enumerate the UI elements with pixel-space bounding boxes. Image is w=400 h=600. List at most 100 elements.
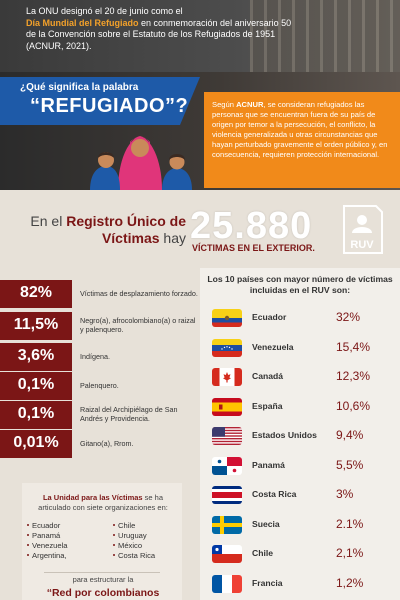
registry-post: hay [163, 230, 186, 246]
stat-row: 82% Víctimas de desplazamiento forzado. [0, 280, 200, 308]
org-country: Venezuela [26, 541, 68, 550]
stat-desc: Raizal del Archipiélago de San Andrés y … [80, 405, 178, 423]
definition-box: Según ACNUR, se consideran refugiados la… [204, 92, 400, 188]
country-name: Venezuela [252, 342, 294, 352]
countries-title: Los 10 países con mayor número de víctim… [207, 274, 393, 295]
registry-pre: En el [30, 213, 67, 229]
stat-box [0, 312, 72, 340]
registry-label: En el Registro Único de Víctimas hay [26, 213, 186, 247]
country-row: Francia 1,2% [200, 572, 400, 596]
country-row: Suecia 2.1% [200, 513, 400, 537]
stat-box [0, 343, 72, 371]
stat-row: 3,6% Indígena. [0, 343, 200, 371]
country-row: España 10,6% [200, 395, 400, 419]
intro-line2: en conmemoración del aniversario 50 de l… [26, 17, 292, 51]
country-pct: 2.1% [336, 517, 364, 531]
registry-bold: Registro Único de Víctimas [66, 213, 186, 246]
stat-box [0, 372, 72, 400]
ruv-label: RUV [350, 239, 374, 251]
definition-lead: Según [212, 100, 237, 109]
org-country: Uruguay [113, 531, 147, 540]
stat-pct: 3,6% [17, 347, 55, 364]
country-name: España [252, 401, 283, 411]
intro-text: La ONU designó el 20 de junio como el Dí… [26, 6, 296, 52]
definition-text: Según ACNUR, se consideran refugiados la… [212, 100, 396, 160]
stat-row: 0,1% Palenquero. [0, 372, 200, 400]
registry-number: 25.880 [190, 205, 313, 247]
country-row: Estados Unidos 9,4% [200, 424, 400, 448]
intro-line1: La ONU designó el 20 de junio como el [26, 6, 183, 16]
stat-pct: 0,01% [13, 434, 59, 451]
spain-flag-icon [212, 398, 242, 416]
country-pct: 10,6% [336, 399, 371, 413]
country-row: Canadá 12,3% [200, 365, 400, 389]
org-country: Chile [112, 521, 136, 530]
stat-desc: Indígena. [80, 351, 110, 361]
stat-desc: Palenquero. [80, 380, 119, 390]
stat-pct: 82% [19, 284, 53, 301]
org-country: México [112, 541, 143, 550]
intro-banner: La ONU designó el 20 de junio como el Dí… [0, 0, 400, 72]
country-row: Venezuela 15,4% [200, 336, 400, 360]
country-row: Ecuador 32% [200, 306, 400, 330]
question-line1: ¿Qué significa la palabra [20, 82, 139, 93]
definition-body: , se consideran refugiados las personas … [212, 100, 388, 159]
ecuador-flag-icon [212, 309, 242, 327]
country-pct: 5,5% [336, 458, 364, 472]
country-name: Francia [252, 578, 283, 588]
country-row: Chile 2,1% [200, 542, 400, 566]
question-box: ¿Qué significa la palabra “REFUGIADO”? [0, 77, 200, 125]
stat-box [0, 430, 72, 458]
stat-pct: 11,5% [13, 316, 59, 333]
france-flag-icon [212, 575, 242, 593]
unit-network-title: “Red por colombianos [46, 587, 160, 599]
panama-flag-icon [212, 457, 242, 475]
stat-row: 0,1% Raizal del Archipiélago de San Andr… [0, 401, 200, 429]
intro-highlight: Día Mundial del Refugiado [26, 17, 139, 28]
venezuela-flag-icon [212, 339, 242, 357]
country-name: Suecia [252, 519, 280, 529]
country-name: Chile [252, 548, 274, 558]
id-card-person-icon: RUV [343, 205, 383, 254]
country-pct: 32% [336, 310, 361, 324]
unit-para: para estructurar la [72, 575, 134, 584]
usa-flag-icon [212, 427, 242, 445]
country-name: Ecuador [252, 312, 287, 322]
unit-card: La Unidad para las Víctimas se ha articu… [22, 483, 182, 600]
country-pct: 2,1% [336, 546, 364, 560]
country-name: Estados Unidos [252, 430, 317, 440]
country-pct: 12,3% [336, 369, 371, 383]
stat-box [0, 280, 72, 308]
canada-flag-icon [212, 368, 242, 386]
unit-bold: La Unidad para las Víctimas [42, 493, 143, 502]
countries-panel: Los 10 países con mayor número de víctim… [200, 268, 400, 600]
costa-rica-flag-icon [212, 486, 242, 504]
stat-box [0, 401, 72, 429]
divider [44, 572, 160, 573]
stat-desc: Víctimas de desplazamiento forzado. [80, 288, 198, 298]
org-country: Panamá [26, 531, 61, 540]
stat-row: 11,5% Negro(a), afrocolombiano(a) o raiz… [0, 312, 200, 340]
chile-flag-icon [212, 545, 242, 563]
fence-background [250, 0, 400, 72]
stat-row: 0,01% Gitano(a), Rrom. [0, 430, 200, 458]
country-pct: 9,4% [336, 428, 364, 442]
country-name: Costa Rica [252, 489, 297, 499]
definition-org: ACNUR [236, 100, 264, 109]
org-country: Costa Rica [112, 551, 156, 560]
sweden-flag-icon [212, 516, 242, 534]
country-pct: 15,4% [336, 340, 371, 354]
country-name: Panamá [252, 460, 285, 470]
country-name: Canadá [252, 371, 284, 381]
country-row: Costa Rica 3% [200, 483, 400, 507]
question-line2: “REFUGIADO”? [30, 95, 189, 117]
unit-intro: La Unidad para las Víctimas se ha articu… [28, 493, 178, 512]
country-row: Panamá 5,5% [200, 454, 400, 478]
org-country: Argentina, [27, 551, 67, 560]
country-pct: 3% [336, 487, 354, 501]
stat-desc: Negro(a), afrocolombiano(a) o raizal y p… [80, 316, 196, 334]
stat-pct: 0,1% [17, 376, 55, 393]
unit-rest: se ha articulado con siete organizacione… [38, 493, 168, 512]
stat-desc: Gitano(a), Rrom. [80, 438, 134, 448]
country-pct: 1,2% [336, 576, 364, 590]
